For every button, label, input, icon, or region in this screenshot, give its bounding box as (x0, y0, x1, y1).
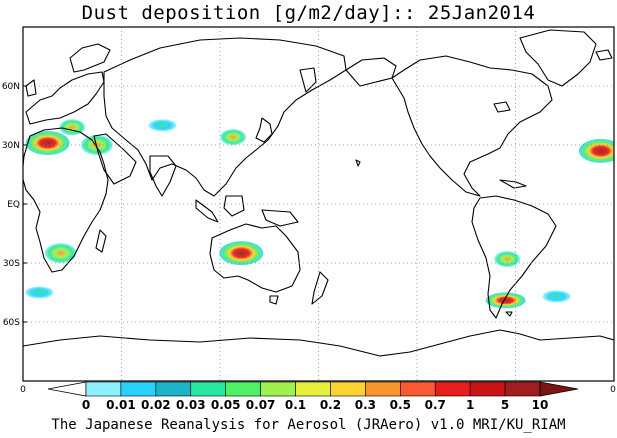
colorbar-label: 0.3 (355, 398, 376, 412)
coast-australia (209, 223, 301, 293)
lat-label: 30N (2, 141, 20, 151)
dust-hotspot (44, 243, 77, 264)
colorbar-label: 0.07 (246, 398, 276, 412)
coast-great-lakes (493, 101, 511, 113)
coast-madagascar (95, 229, 107, 253)
coastlines (23, 29, 614, 357)
coast-new-guinea (261, 209, 299, 227)
coast-europe (25, 71, 105, 125)
latitude-labels: 60N 30N EQ 30S 60S (2, 82, 27, 328)
coast-antarctica (23, 329, 614, 357)
coast-sumatra (195, 199, 219, 223)
colorbar-swatch (365, 381, 401, 397)
coast-india (149, 155, 177, 197)
graticule (23, 27, 614, 381)
dust-hotspot (80, 135, 113, 155)
coast-asia (103, 37, 347, 197)
colorbar-label: 0.03 (176, 398, 206, 412)
coast-borneo (223, 195, 245, 217)
lat-label: 60S (3, 318, 20, 328)
coast-iceland (595, 49, 613, 61)
credit-line: The Japanese Reanalysis for Aerosol (JRA… (51, 417, 566, 433)
coast-north-america (391, 55, 553, 197)
colorbar-swatch (225, 381, 261, 397)
coast-alaska (345, 57, 397, 87)
colorbar-swatch (469, 381, 506, 397)
colorbar-swatch (190, 381, 226, 397)
map-title: Dust deposition [g/m2/day]:: 25Jan2014 (81, 2, 536, 24)
colorbar-swatch (155, 381, 192, 397)
colorbar-label: 0.05 (211, 398, 241, 412)
coast-kamchatka (299, 67, 317, 93)
colorbar-under-arrow (47, 381, 87, 397)
colorbar-swatch (330, 381, 366, 397)
colorbar-swatch (400, 381, 436, 397)
colorbar-label: 0.7 (425, 398, 446, 412)
coast-new-zealand (311, 271, 329, 305)
colorbar-label: 5 (501, 398, 509, 412)
lat-label: 60N (2, 82, 20, 92)
coast-south-america (471, 195, 557, 319)
dust-hotspot (219, 241, 264, 266)
colorbar-swatch (295, 381, 331, 397)
edge-label-right: 0 (610, 385, 616, 395)
colorbar-swatch (120, 381, 157, 397)
coast-africa (23, 127, 109, 273)
colorbar-label: 0.5 (390, 398, 411, 412)
colorbar-label: 0.01 (106, 398, 136, 412)
colorbar-label: 0.2 (320, 398, 341, 412)
coast-falklands (505, 311, 513, 317)
lat-label: EQ (7, 200, 20, 210)
coast-hawaii (355, 159, 361, 167)
coast-japan (255, 117, 273, 143)
colorbar-label: 0.1 (285, 398, 306, 412)
colorbar-swatch (260, 381, 296, 397)
colorbar-label: 1 (466, 398, 474, 412)
coast-caribbean (499, 179, 527, 189)
colorbar-over-arrow (539, 381, 579, 397)
coast-greenland (519, 29, 597, 87)
colorbar-swatch (504, 381, 541, 397)
coast-arabia (93, 133, 137, 185)
dust-hotspot (578, 138, 614, 163)
dust-hotspot (485, 292, 526, 309)
colorbar-label: 0.02 (141, 398, 171, 412)
colorbar-label: 10 (532, 398, 549, 412)
coast-scandinavia (69, 43, 111, 73)
colorbar-swatch (85, 381, 122, 397)
edge-label-left: 0 (20, 385, 26, 395)
dust-hotspot (148, 119, 177, 132)
dust-hotspot (25, 131, 70, 156)
dust-hotspot (25, 286, 54, 299)
lat-label: 30S (3, 259, 20, 269)
colorbar-label: 0 (82, 398, 90, 412)
colorbar: 0 0.01 0.02 0.03 0.05 0.07 0.1 0.2 0.3 0.5 0.7 1 5 10… (20, 381, 616, 412)
colorbar-swatch (434, 381, 471, 397)
dust-hotspot (542, 290, 571, 303)
coast-uk (25, 79, 37, 97)
dust-hotspot (220, 129, 247, 146)
dust-field-layer (25, 119, 614, 309)
coast-tasmania (269, 295, 279, 305)
dust-hotspot (494, 251, 521, 268)
